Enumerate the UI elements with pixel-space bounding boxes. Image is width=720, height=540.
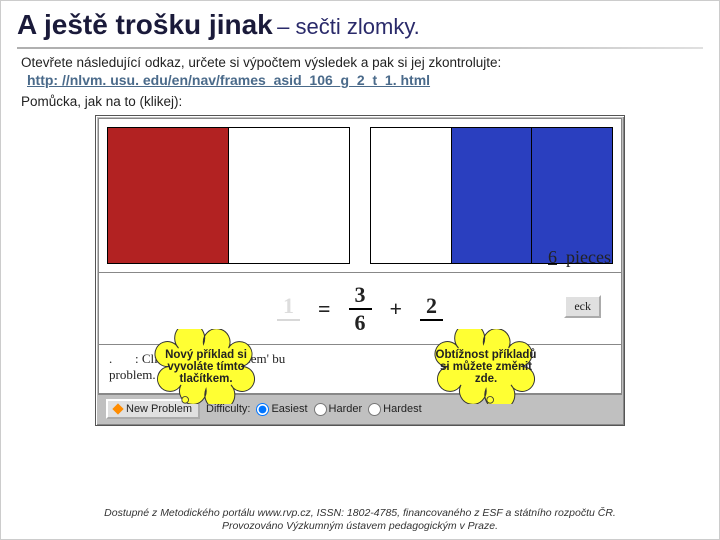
difficulty-option-easiest[interactable]: Easiest — [256, 403, 307, 416]
equals-sign: = — [318, 296, 331, 322]
bar-group-left — [107, 127, 350, 264]
bar-seg — [532, 128, 612, 263]
check-button[interactable]: eck — [564, 295, 601, 318]
callout-right-text: Obtížnost příkladů si můžete změnit zde. — [433, 349, 539, 385]
bar-seg — [452, 128, 533, 263]
footer-line1: Dostupné z Metodického portálu www.rvp.c… — [104, 507, 616, 519]
title-region: A ještě trošku jinak – sečti zlomky. — [1, 1, 719, 43]
footer: Dostupné z Metodického portálu www.rvp.c… — [1, 507, 719, 533]
hint-label: Pomůcka, jak na to (klikej): — [21, 94, 699, 109]
bars-row — [107, 127, 613, 264]
pieces-label: 6 pieces — [548, 247, 611, 268]
difficulty-label: Difficulty: — [206, 403, 250, 415]
content-area: Otevřete následující odkaz, určete si vý… — [1, 49, 719, 426]
radio-easiest[interactable] — [256, 403, 269, 416]
fraction-b: 2 — [420, 295, 443, 323]
title-subtitle: – sečti zlomky. — [277, 14, 420, 39]
bar-seg — [229, 128, 349, 263]
intro-text: Otevřete následující odkaz, určete si vý… — [21, 55, 699, 70]
pieces-word: pieces — [566, 247, 611, 267]
difficulty-option-hardest[interactable]: Hardest — [368, 403, 422, 416]
external-link[interactable]: http: //nlvm. usu. edu/en/nav/frames_asi… — [27, 72, 699, 88]
callout-left-text: Nový příklad si vyvoláte tímto tlačítkem… — [153, 349, 259, 385]
pieces-number: 6 — [548, 247, 557, 267]
bars-area[interactable]: 6 pieces — [98, 118, 622, 273]
fraction-lhs: 1 — [277, 295, 300, 323]
title-main: A ještě trošku jinak — [17, 9, 273, 40]
bar-group-right — [370, 127, 613, 264]
fraction-a: 3 6 — [349, 284, 372, 334]
plus-sign: + — [390, 296, 403, 322]
bar-seg — [371, 128, 452, 263]
callout-left: Nový příklad si vyvoláte tímto tlačítkem… — [141, 329, 271, 404]
new-problem-label: New Problem — [126, 403, 192, 415]
bar-seg — [108, 128, 229, 263]
footer-line2: Provozováno Výzkumným ústavem pedagogick… — [222, 520, 498, 532]
radio-hardest[interactable] — [368, 403, 381, 416]
radio-harder[interactable] — [314, 403, 327, 416]
difficulty-option-harder[interactable]: Harder — [314, 403, 363, 416]
slide: A ještě trošku jinak – sečti zlomky. Ote… — [0, 0, 720, 540]
diamond-icon — [112, 403, 123, 414]
callout-right: Obtížnost příkladů si můžete změnit zde. — [421, 329, 551, 404]
